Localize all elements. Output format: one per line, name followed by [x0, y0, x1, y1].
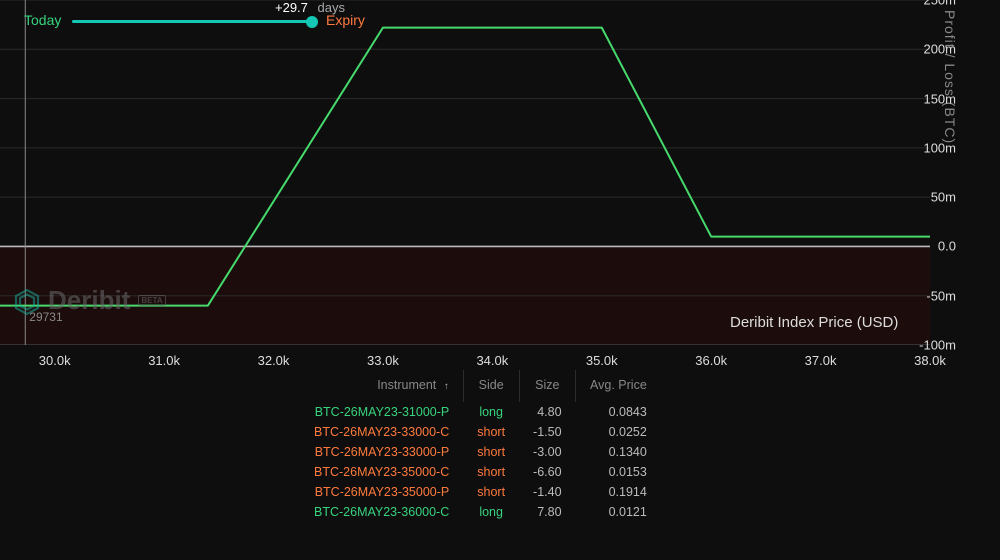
- table-row[interactable]: BTC-26MAY23-35000-Cshort-6.600.0153: [300, 462, 661, 482]
- root: Profit / Loss (BTC) -100m -50m 0.0 50m 100m 1…: [0, 0, 1000, 560]
- cell-size: -1.50: [519, 422, 576, 442]
- y-tick-label: 150m: [923, 91, 956, 106]
- cell-side: short: [463, 482, 519, 502]
- x-tick-label: 32.0k: [258, 353, 290, 368]
- expiry-slider-knob[interactable]: [306, 16, 318, 28]
- cell-side: short: [463, 442, 519, 462]
- cell-avg-price: 0.0252: [576, 422, 661, 442]
- cell-side: short: [463, 462, 519, 482]
- y-tick-label: -50m: [926, 288, 956, 303]
- x-tick-label: 35.0k: [586, 353, 618, 368]
- x-tick-label: 34.0k: [476, 353, 508, 368]
- positions-table: Instrument ↑ Side Size Avg. Price BTC-26…: [300, 370, 661, 522]
- cell-side: short: [463, 422, 519, 442]
- x-tick-label: 36.0k: [695, 353, 727, 368]
- cell-instrument: BTC-26MAY23-31000-P: [300, 402, 463, 422]
- table-row[interactable]: BTC-26MAY23-33000-Pshort-3.000.1340: [300, 442, 661, 462]
- cell-avg-price: 0.1914: [576, 482, 661, 502]
- table-header-row: Instrument ↑ Side Size Avg. Price: [300, 370, 661, 402]
- cell-side: long: [463, 502, 519, 522]
- beta-badge: BETA: [138, 295, 165, 306]
- cell-avg-price: 0.1340: [576, 442, 661, 462]
- cell-instrument: BTC-26MAY23-33000-P: [300, 442, 463, 462]
- x-tick-label: 33.0k: [367, 353, 399, 368]
- slider-value-num: +29.7: [275, 0, 308, 15]
- expiry-slider-track[interactable]: [72, 20, 312, 23]
- x-axis-title: Deribit Index Price (USD): [730, 314, 898, 331]
- x-tick-label: 31.0k: [148, 353, 180, 368]
- col-size[interactable]: Size: [519, 370, 576, 402]
- cell-avg-price: 0.0843: [576, 402, 661, 422]
- cell-size: -6.60: [519, 462, 576, 482]
- cursor-value: 29731: [29, 310, 62, 324]
- y-tick-label: 0.0: [938, 239, 956, 254]
- table-row[interactable]: BTC-26MAY23-35000-Pshort-1.400.1914: [300, 482, 661, 502]
- y-tick-label: 50m: [931, 190, 956, 205]
- col-avg-price[interactable]: Avg. Price: [576, 370, 661, 402]
- cell-size: -3.00: [519, 442, 576, 462]
- table-row[interactable]: BTC-26MAY23-36000-Clong7.800.0121: [300, 502, 661, 522]
- y-tick-label: 100m: [923, 140, 956, 155]
- col-side[interactable]: Side: [463, 370, 519, 402]
- col-instrument[interactable]: Instrument ↑: [300, 370, 463, 402]
- sort-asc-icon: ↑: [444, 381, 449, 392]
- x-tick-label: 30.0k: [39, 353, 71, 368]
- col-instrument-label: Instrument: [377, 378, 436, 392]
- x-tick-label: 38.0k: [914, 353, 946, 368]
- cell-avg-price: 0.0153: [576, 462, 661, 482]
- y-tick-label: 200m: [923, 42, 956, 57]
- cell-size: -1.40: [519, 482, 576, 502]
- cell-size: 4.80: [519, 402, 576, 422]
- cell-instrument: BTC-26MAY23-35000-P: [300, 482, 463, 502]
- slider-end-label: Expiry: [326, 12, 365, 28]
- positions-panel: Instrument ↑ Side Size Avg. Price BTC-26…: [0, 370, 1000, 560]
- cell-instrument: BTC-26MAY23-35000-C: [300, 462, 463, 482]
- cell-instrument: BTC-26MAY23-33000-C: [300, 422, 463, 442]
- y-tick-label: -100m: [919, 338, 956, 353]
- cell-instrument: BTC-26MAY23-36000-C: [300, 502, 463, 522]
- table-row[interactable]: BTC-26MAY23-33000-Cshort-1.500.0252: [300, 422, 661, 442]
- cell-size: 7.80: [519, 502, 576, 522]
- cell-side: long: [463, 402, 519, 422]
- y-axis-title: Profit / Loss (BTC): [942, 10, 958, 144]
- slider-start-label: Today: [24, 12, 61, 28]
- cell-avg-price: 0.0121: [576, 502, 661, 522]
- y-tick-label: 250m: [923, 0, 956, 8]
- x-tick-label: 37.0k: [805, 353, 837, 368]
- table-body: BTC-26MAY23-31000-Plong4.800.0843BTC-26M…: [300, 402, 661, 522]
- table-row[interactable]: BTC-26MAY23-31000-Plong4.800.0843: [300, 402, 661, 422]
